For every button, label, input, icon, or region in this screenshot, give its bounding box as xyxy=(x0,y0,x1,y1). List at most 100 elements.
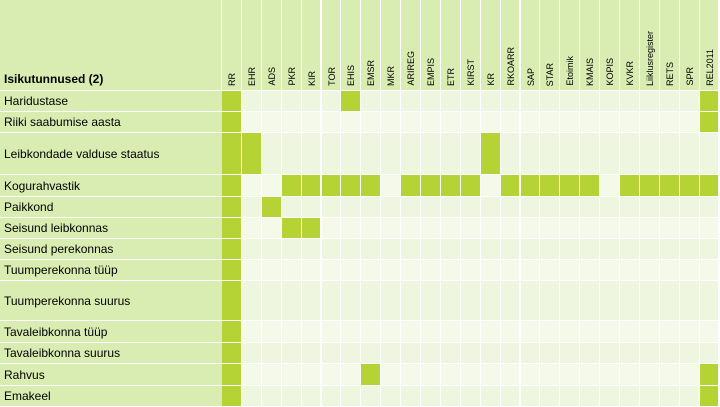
column-header-arireg: ARIREG xyxy=(401,0,421,91)
matrix-cell xyxy=(381,386,402,407)
matrix-cell xyxy=(659,364,680,386)
matrix-cell xyxy=(620,239,640,260)
column-header-star: STAR xyxy=(540,0,561,91)
matrix-cell xyxy=(679,260,700,281)
matrix-cell xyxy=(600,364,620,386)
column-label: SAP xyxy=(525,67,536,86)
matrix-cell xyxy=(659,281,680,321)
matrix-cell xyxy=(520,218,541,239)
matrix-cell-marked xyxy=(699,91,720,112)
row-label-tuumperekonna-t-p: Tuumperekonna tüüp xyxy=(0,260,222,281)
matrix-cell-marked xyxy=(241,133,262,175)
column-header-ads: ADS xyxy=(261,0,282,91)
matrix-cell xyxy=(500,321,521,343)
matrix-cell xyxy=(241,218,262,239)
matrix-cell xyxy=(659,260,680,281)
matrix-cell xyxy=(600,133,620,175)
column-label: EHR xyxy=(246,66,257,86)
matrix-cell xyxy=(699,343,720,364)
matrix-cell xyxy=(540,133,561,175)
matrix-cell xyxy=(600,218,620,239)
matrix-cell xyxy=(381,175,402,197)
matrix-cell xyxy=(460,386,481,407)
matrix-cell xyxy=(301,386,322,407)
row-label-tavaleibkonna-suurus: Tavaleibkonna suurus xyxy=(0,343,222,364)
matrix-cell xyxy=(421,133,441,175)
matrix-cell xyxy=(421,197,441,218)
matrix-cell xyxy=(580,343,601,364)
matrix-cell xyxy=(401,112,421,133)
matrix-cell xyxy=(679,281,700,321)
matrix-cell xyxy=(341,343,362,364)
column-header-ehr: EHR xyxy=(241,0,262,91)
matrix-cell xyxy=(460,218,481,239)
matrix-cell xyxy=(560,343,581,364)
matrix-cell xyxy=(679,239,700,260)
matrix-cell xyxy=(321,218,342,239)
matrix-cell-marked xyxy=(699,364,720,386)
column-label: ARIREG xyxy=(406,51,417,86)
matrix-cell xyxy=(480,386,501,407)
matrix-cell xyxy=(480,239,501,260)
matrix-cell-marked xyxy=(540,175,561,197)
matrix-cell xyxy=(620,281,640,321)
matrix-cell xyxy=(600,91,620,112)
row-label-emakeel: Emakeel xyxy=(0,386,222,407)
matrix-cell-marked xyxy=(361,175,382,197)
matrix-cell xyxy=(600,175,620,197)
matrix-cell-marked xyxy=(222,364,242,386)
matrix-cell-marked xyxy=(222,133,242,175)
matrix-cell xyxy=(261,239,282,260)
row-label-leibkondade-valduse-staatus: Leibkondade valduse staatus xyxy=(0,133,222,175)
matrix-cell xyxy=(440,386,461,407)
matrix-cell xyxy=(540,197,561,218)
matrix-cell xyxy=(421,321,441,343)
matrix-cell xyxy=(480,281,501,321)
matrix-cell xyxy=(261,281,282,321)
column-label: REL2011 xyxy=(704,49,715,86)
matrix-cell xyxy=(500,343,521,364)
matrix-cell-marked xyxy=(520,175,541,197)
matrix-cell xyxy=(500,281,521,321)
column-header-emsr: EMSR xyxy=(361,0,382,91)
table-title-cell: Isikutunnused (2) xyxy=(0,0,222,91)
matrix-cell-marked xyxy=(222,260,242,281)
matrix-cell-marked xyxy=(222,218,242,239)
matrix-cell xyxy=(520,91,541,112)
matrix-cell-marked xyxy=(361,364,382,386)
column-header-ehis: EHIS xyxy=(341,0,362,91)
matrix-cell-marked xyxy=(222,239,242,260)
matrix-cell-marked xyxy=(222,197,242,218)
matrix-cell xyxy=(480,175,501,197)
matrix-cell xyxy=(361,321,382,343)
matrix-cell xyxy=(241,112,262,133)
matrix-cell xyxy=(361,91,382,112)
matrix-cell xyxy=(560,364,581,386)
column-label: KVKR xyxy=(625,61,635,86)
matrix-cell xyxy=(321,133,342,175)
matrix-cell xyxy=(241,91,262,112)
matrix-cell xyxy=(361,133,382,175)
matrix-cell xyxy=(460,343,481,364)
column-header-pkr: PKR xyxy=(281,0,302,91)
matrix-cell xyxy=(301,343,322,364)
matrix-cell xyxy=(520,112,541,133)
matrix-cell xyxy=(620,260,640,281)
matrix-cell xyxy=(321,197,342,218)
matrix-cell xyxy=(321,364,342,386)
matrix-cell xyxy=(301,321,322,343)
column-header-kirst: KIRST xyxy=(460,0,481,91)
column-header-kopis: KOPIS xyxy=(600,0,620,91)
matrix-cell xyxy=(639,321,660,343)
matrix-cell xyxy=(361,260,382,281)
matrix-cell xyxy=(421,91,441,112)
matrix-cell xyxy=(659,218,680,239)
matrix-cell xyxy=(381,112,402,133)
matrix-cell xyxy=(241,175,262,197)
matrix-cell xyxy=(341,133,362,175)
matrix-cell xyxy=(241,386,262,407)
matrix-cell xyxy=(639,218,660,239)
matrix-cell xyxy=(401,260,421,281)
matrix-cell xyxy=(421,239,441,260)
matrix-cell-marked xyxy=(560,175,581,197)
